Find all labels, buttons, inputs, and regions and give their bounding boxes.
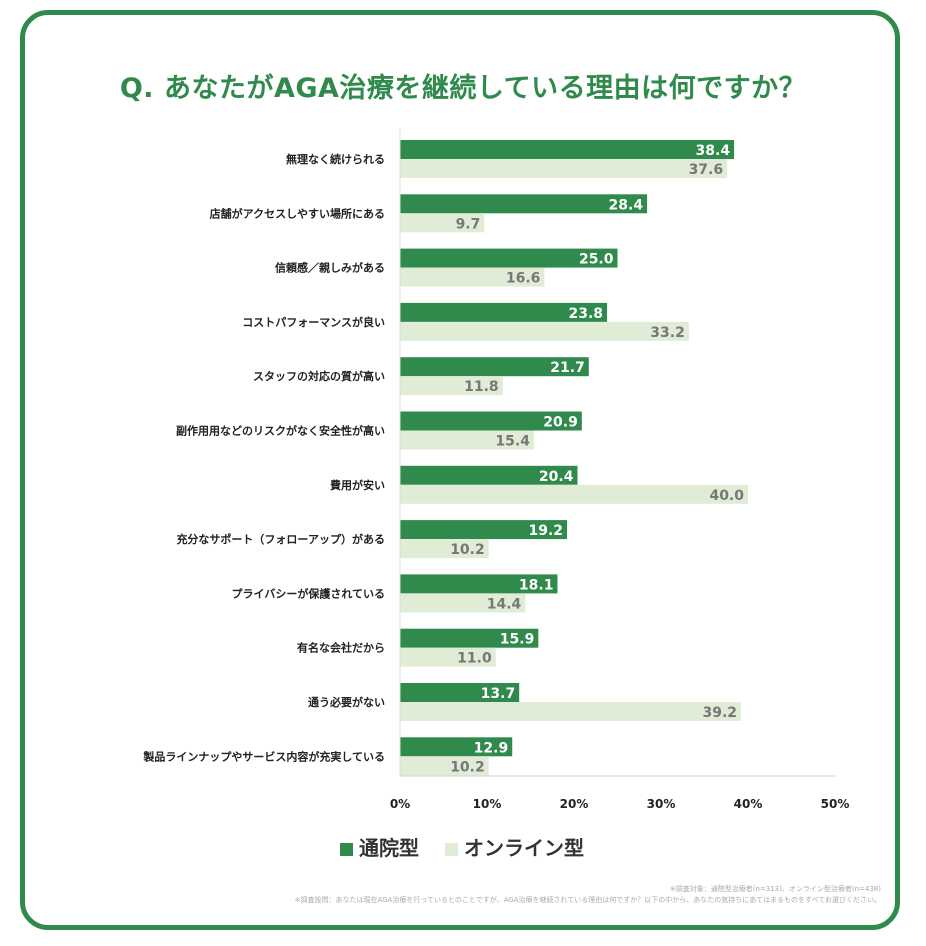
card-frame [20,10,900,930]
legend: 通院型 オンライン型 [340,832,584,861]
bar-online [400,159,728,178]
data-label: 12.9 [474,740,509,756]
bar-online [400,321,689,341]
data-label: 10.2 [450,542,485,558]
legend-swatch [340,843,353,856]
category-label: 店舗がアクセスしやすい場所にある [210,206,385,220]
category-label: 製品ラインナップやサービス内容が充実している [142,749,385,763]
bar-clinic [400,248,618,268]
bar-clinic [400,520,568,540]
category-label: 信頼感／親しみがある [275,261,385,275]
data-label: 15.4 [495,434,530,450]
x-tick-label: 0% [390,797,410,811]
category-label: 無理なく続けられる [286,152,385,166]
bar-clinic [400,628,539,648]
category-label: 有名な会社だから [297,641,385,655]
category-label: スタッフの対応の質が高い [253,369,385,383]
bar-clinic [400,465,578,485]
bar-clinic [400,302,608,322]
data-label: 9.7 [456,216,481,232]
chart-title: Q. あなたがAGA治療を継続している理由は何ですか？ [119,73,807,104]
x-tick-label: 40% [734,797,763,811]
category-label: プライバシーが保護されている [232,586,385,600]
bar-online [400,756,489,776]
data-label: 11.8 [464,379,499,395]
category-label: 充分なサポート（フォローアップ）がある [176,532,385,546]
legend-item-online: オンライン型 [445,832,584,861]
bar-online [400,430,534,450]
category-label: コストパフォーマンスが良い [242,315,385,329]
data-label: 40.0 [709,488,744,504]
category-label: 副作用用などのリスクがなく安全性が高い [176,424,385,438]
data-label: 20.4 [539,469,574,485]
data-label: 10.2 [450,759,485,775]
data-label: 16.6 [506,271,541,287]
bar-online [400,702,742,721]
bar-online [400,593,526,613]
bar-online [400,376,503,396]
bar-online [400,484,748,504]
data-label: 39.2 [702,705,737,721]
bar-clinic [400,140,735,159]
legend-item-clinic: 通院型 [340,832,419,861]
bar-clinic [400,574,558,594]
data-label: 23.8 [569,306,604,322]
legend-label: オンライン型 [464,836,584,860]
category-label: 費用が安い [329,478,385,492]
data-label: 14.4 [487,596,522,612]
data-label: 38.4 [696,143,731,159]
x-tick-label: 30% [647,797,676,811]
bar-online [400,213,485,233]
data-label: 33.2 [650,325,685,341]
bar-clinic [400,683,520,702]
data-label: 25.0 [579,252,614,268]
footnote-target: ※調査対象：通院型治療者(n=313)、オンライン型治療者(n=438) [669,885,881,893]
data-label: 28.4 [609,197,644,213]
x-tick-label: 50% [821,797,850,811]
legend-swatch [445,843,458,856]
bar-clinic [400,357,589,377]
data-label: 20.9 [543,415,578,431]
data-label: 19.2 [528,523,563,539]
x-tick-label: 10% [473,797,502,811]
data-label: 13.7 [481,686,516,702]
bar-clinic [400,194,648,214]
category-label: 通う必要がない [308,695,385,709]
legend-label: 通院型 [359,836,419,860]
data-label: 21.7 [550,360,585,376]
bar-clinic [400,411,582,431]
data-label: 18.1 [519,577,554,593]
data-label: 15.9 [500,632,535,648]
footnote-question: ※調査設問：あなたは現在AGA治療を行っているとのことですが、AGA治療を継続さ… [294,896,881,904]
bar-online [400,647,496,667]
bar-online [400,267,545,287]
data-label: 11.0 [457,651,492,667]
bar-clinic [400,737,513,757]
bar-online [400,539,489,559]
x-tick-label: 20% [560,797,589,811]
data-label: 37.6 [689,162,724,178]
